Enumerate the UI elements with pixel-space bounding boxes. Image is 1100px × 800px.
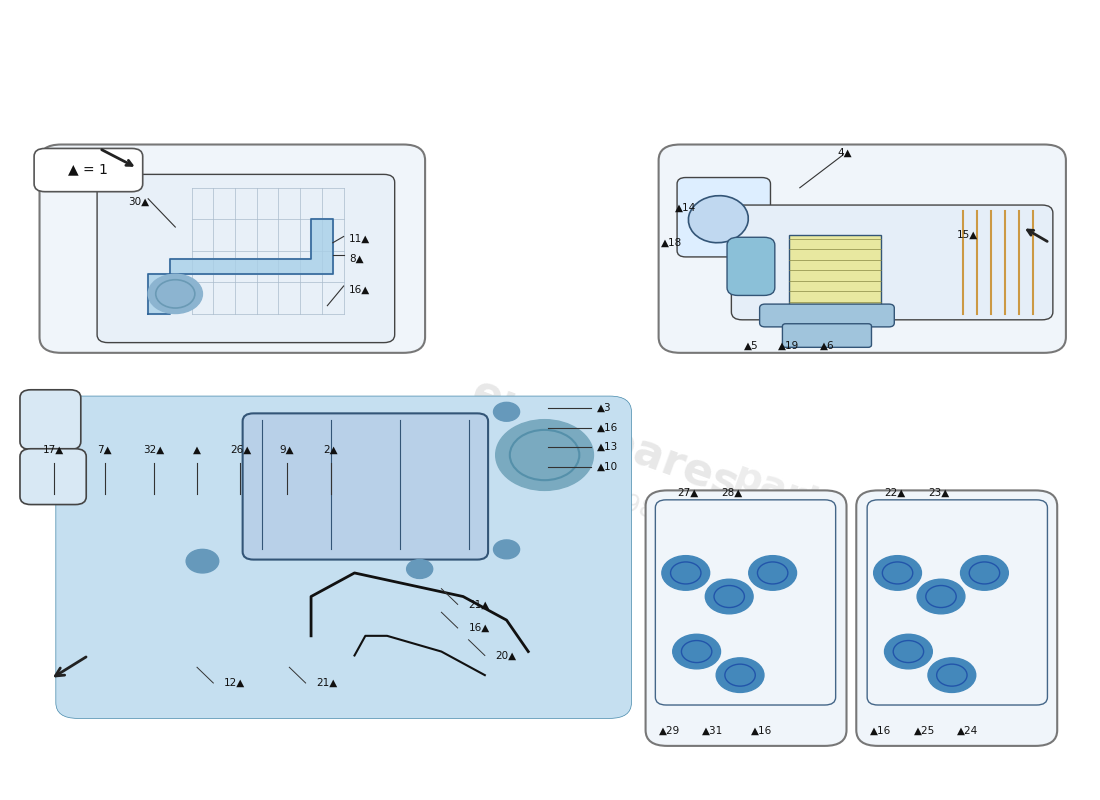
Circle shape — [705, 579, 754, 614]
Text: 12▲: 12▲ — [224, 678, 245, 688]
FancyBboxPatch shape — [646, 490, 847, 746]
Text: 21▲: 21▲ — [469, 599, 490, 610]
FancyBboxPatch shape — [727, 238, 774, 295]
Text: ▲16: ▲16 — [870, 726, 892, 735]
Circle shape — [917, 579, 965, 614]
FancyBboxPatch shape — [97, 174, 395, 342]
Text: ▲31: ▲31 — [702, 726, 724, 735]
FancyBboxPatch shape — [782, 324, 871, 347]
Text: 30▲: 30▲ — [129, 197, 150, 207]
Circle shape — [716, 658, 764, 693]
Text: ▲10: ▲10 — [596, 462, 618, 472]
Text: 28▲: 28▲ — [722, 488, 742, 498]
Text: 7▲: 7▲ — [98, 445, 112, 455]
FancyBboxPatch shape — [56, 396, 631, 718]
Circle shape — [873, 556, 922, 590]
Circle shape — [749, 556, 796, 590]
FancyBboxPatch shape — [678, 178, 770, 257]
Text: 23▲: 23▲ — [928, 488, 949, 498]
FancyBboxPatch shape — [760, 304, 894, 327]
Text: ▲25: ▲25 — [914, 726, 935, 735]
Circle shape — [148, 274, 202, 314]
Circle shape — [494, 402, 519, 422]
Text: 9▲: 9▲ — [279, 445, 295, 455]
Circle shape — [884, 634, 933, 669]
Circle shape — [494, 540, 519, 558]
Circle shape — [186, 550, 219, 573]
FancyBboxPatch shape — [20, 449, 86, 505]
Text: 32▲: 32▲ — [143, 445, 164, 455]
Text: 11▲: 11▲ — [349, 234, 371, 244]
Circle shape — [662, 556, 710, 590]
Circle shape — [496, 420, 593, 490]
Text: 27▲: 27▲ — [678, 488, 698, 498]
Text: ▲29: ▲29 — [659, 726, 680, 735]
Text: 26▲: 26▲ — [230, 445, 251, 455]
Text: ▲: ▲ — [192, 445, 201, 455]
FancyBboxPatch shape — [856, 490, 1057, 746]
FancyBboxPatch shape — [659, 145, 1066, 353]
Text: ▲13: ▲13 — [596, 442, 618, 452]
Circle shape — [673, 634, 720, 669]
Text: ▲16: ▲16 — [596, 422, 618, 433]
Text: 21▲: 21▲ — [317, 678, 338, 688]
Text: ▲5: ▲5 — [744, 341, 758, 351]
Text: 20▲: 20▲ — [496, 650, 517, 661]
Text: 15▲: 15▲ — [957, 230, 979, 240]
Text: parts: parts — [728, 457, 849, 532]
Text: 16▲: 16▲ — [349, 285, 371, 295]
Text: ▲14: ▲14 — [675, 202, 696, 213]
Text: ▲24: ▲24 — [957, 726, 979, 735]
FancyBboxPatch shape — [732, 205, 1053, 320]
Text: ▲19: ▲19 — [779, 341, 800, 351]
Text: 4▲: 4▲ — [838, 147, 853, 158]
Text: 8▲: 8▲ — [349, 254, 364, 263]
FancyBboxPatch shape — [40, 145, 425, 353]
Text: ▲6: ▲6 — [820, 341, 834, 351]
Circle shape — [407, 559, 432, 578]
Text: 22▲: 22▲ — [884, 488, 905, 498]
Polygon shape — [148, 219, 333, 314]
Circle shape — [960, 556, 1009, 590]
Text: eurospares: eurospares — [464, 371, 744, 508]
FancyBboxPatch shape — [789, 235, 881, 306]
Text: 16▲: 16▲ — [469, 623, 490, 633]
Text: ▲3: ▲3 — [596, 403, 612, 413]
FancyBboxPatch shape — [34, 149, 143, 192]
Ellipse shape — [689, 196, 748, 242]
Text: 17▲: 17▲ — [43, 445, 64, 455]
Text: ▲18: ▲18 — [661, 238, 682, 248]
FancyBboxPatch shape — [243, 414, 488, 559]
Text: ▲16: ▲16 — [751, 726, 772, 735]
Circle shape — [928, 658, 976, 693]
Text: since 1986: since 1986 — [536, 460, 673, 529]
FancyBboxPatch shape — [20, 390, 80, 450]
Text: ▲ = 1: ▲ = 1 — [68, 162, 108, 177]
Text: 2▲: 2▲ — [323, 445, 338, 455]
